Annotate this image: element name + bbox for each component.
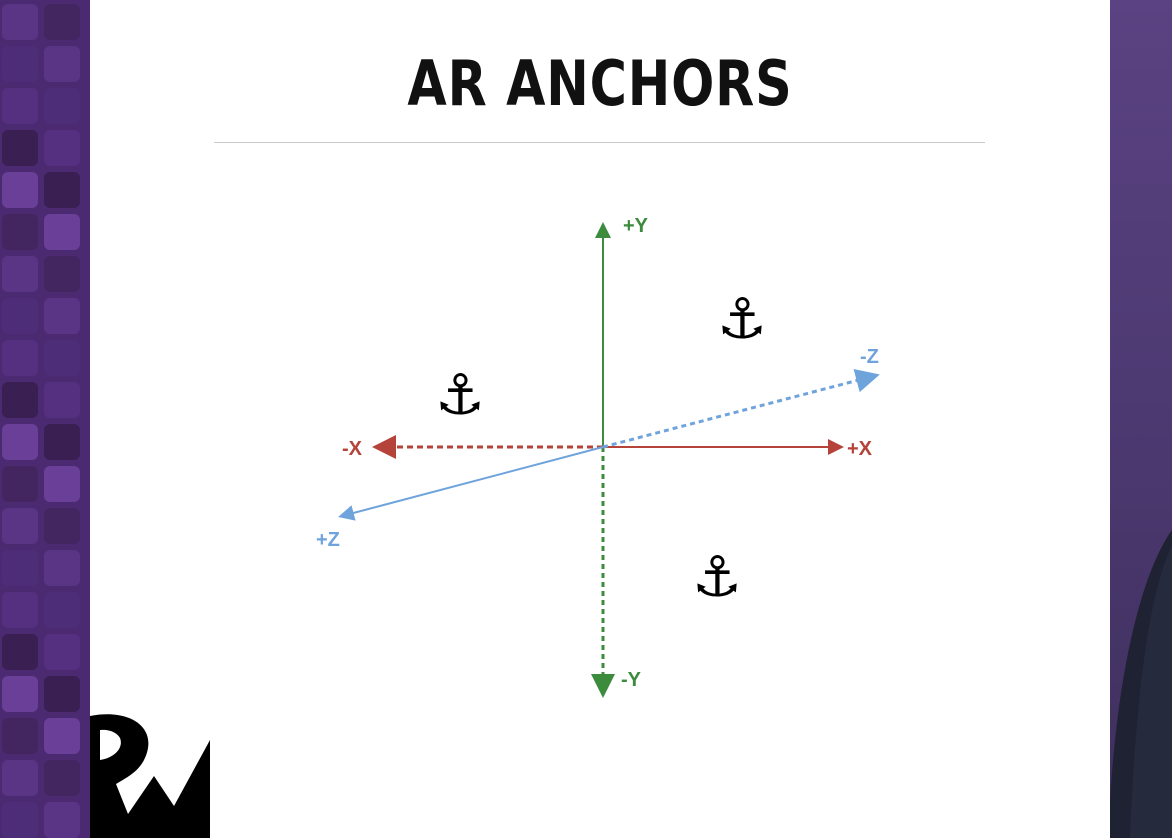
rw-logo-icon — [90, 714, 210, 838]
background-tile — [44, 676, 80, 712]
background-tile — [44, 130, 80, 166]
background-tile — [44, 802, 80, 838]
left-background-panel — [0, 0, 90, 838]
minus-y-label: -Y — [621, 669, 642, 691]
background-tile — [2, 676, 38, 712]
background-tile — [2, 88, 38, 124]
background-tile — [2, 256, 38, 292]
title-divider — [214, 142, 985, 143]
anchor-icon: ⚓ — [692, 545, 743, 610]
background-tile — [44, 592, 80, 628]
right-background-panel — [1110, 0, 1172, 838]
axes-diagram: +Y -Y +X -X +Z -Z — [316, 215, 880, 698]
background-tile — [2, 46, 38, 82]
background-tile — [44, 214, 80, 250]
background-tile — [2, 172, 38, 208]
background-tile — [2, 466, 38, 502]
background-tile — [2, 760, 38, 796]
background-tile — [2, 634, 38, 670]
background-tile — [44, 256, 80, 292]
z-axis-positive — [338, 446, 604, 521]
background-tile — [2, 802, 38, 838]
background-tile — [2, 424, 38, 460]
background-tile — [44, 634, 80, 670]
background-tile — [44, 340, 80, 376]
background-tile — [2, 550, 38, 586]
background-tile — [2, 214, 38, 250]
background-tile — [2, 592, 38, 628]
presenter-silhouette — [1110, 530, 1172, 838]
background-tile — [2, 382, 38, 418]
anchor-icon: ⚓ — [435, 363, 486, 428]
background-tile — [44, 4, 80, 40]
background-tile — [44, 46, 80, 82]
slide: AR ANCHORS +Y -Y +X -X +Z -Z ⚓ ⚓ ⚓ — [90, 0, 1110, 838]
background-tile — [44, 88, 80, 124]
background-tile — [44, 550, 80, 586]
background-tile — [2, 298, 38, 334]
background-tile — [44, 760, 80, 796]
background-tile — [2, 4, 38, 40]
background-tile — [2, 340, 38, 376]
minus-z-label: -Z — [860, 346, 879, 368]
plus-x-label: +X — [847, 438, 873, 460]
z-axis-negative — [602, 368, 880, 449]
background-tile — [44, 718, 80, 754]
plus-y-label: +Y — [623, 215, 649, 237]
plus-z-label: +Z — [316, 529, 340, 551]
background-tile — [44, 466, 80, 502]
background-tile — [44, 424, 80, 460]
slide-title: AR ANCHORS — [407, 47, 793, 120]
background-tile — [44, 508, 80, 544]
background-tile — [2, 508, 38, 544]
background-tile — [2, 718, 38, 754]
anchor-icon: ⚓ — [717, 287, 768, 352]
background-tile — [44, 172, 80, 208]
background-tile — [44, 298, 80, 334]
minus-x-label: -X — [342, 438, 363, 460]
background-tile — [44, 382, 80, 418]
background-tile — [2, 130, 38, 166]
